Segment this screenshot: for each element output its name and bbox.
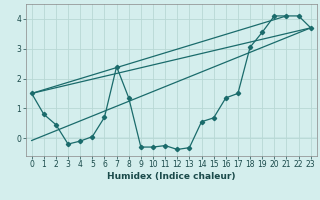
X-axis label: Humidex (Indice chaleur): Humidex (Indice chaleur) — [107, 172, 236, 181]
